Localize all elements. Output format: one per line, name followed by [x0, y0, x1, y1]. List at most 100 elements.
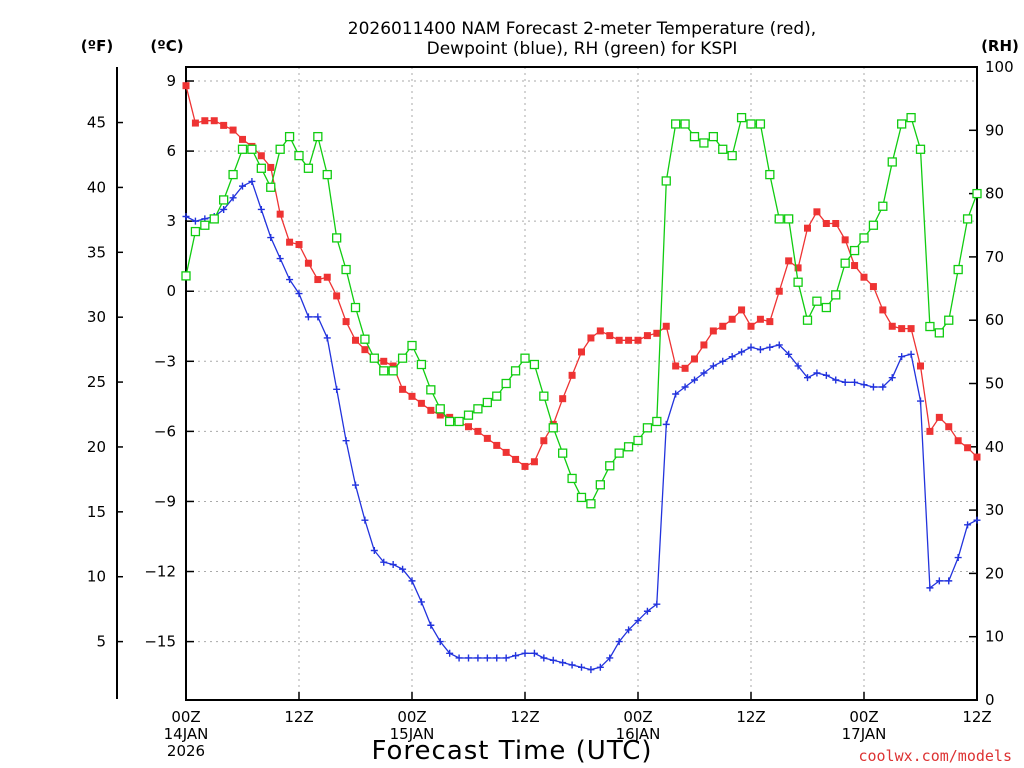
rh-point: [755, 119, 766, 129]
celsius-tick-label: −9: [154, 492, 176, 510]
dewpoint-point: [295, 290, 303, 298]
dewpoint-point: [333, 385, 341, 393]
temperature-point: [408, 392, 416, 400]
rh-point: [209, 214, 219, 224]
temperature-point: [643, 332, 651, 340]
time-tick-label: 17JAN: [842, 725, 887, 743]
temperature-point: [323, 273, 331, 281]
dewpoint-point: [314, 313, 322, 321]
dewpoint-point: [304, 313, 312, 321]
temperature-point: [625, 336, 633, 344]
rh-point: [369, 353, 379, 363]
dewpoint-point: [728, 353, 736, 361]
dewpoint-point: [615, 638, 623, 646]
dewpoint-point: [719, 357, 727, 365]
dewpoint-point: [643, 607, 651, 615]
rh-point: [906, 112, 916, 123]
temperature-point: [700, 341, 708, 349]
dewpoint-point: [446, 649, 454, 657]
temperature-point: [926, 427, 934, 435]
temperature-point: [851, 262, 859, 270]
temperature-point: [587, 334, 595, 342]
dewpoint-point: [427, 621, 435, 629]
rh-point: [849, 245, 860, 256]
rh-point: [350, 302, 361, 313]
dewpoint-point: [455, 654, 463, 662]
dewpoint-point: [794, 362, 802, 370]
dewpoint-point: [220, 205, 228, 213]
rh-point: [435, 404, 445, 414]
rh-point: [934, 328, 944, 338]
temperature-point: [832, 219, 840, 227]
temperature-point: [898, 325, 906, 333]
dewpoint-point: [747, 343, 755, 351]
rh-point: [972, 188, 982, 199]
time-tick-label: 14JAN: [164, 725, 209, 743]
rh-point: [200, 220, 210, 230]
temperature-point: [615, 336, 623, 344]
dewpoint-point: [700, 369, 708, 377]
rh-point: [303, 163, 314, 173]
rh-point: [887, 157, 897, 167]
rh-point: [275, 144, 285, 154]
rh-tick-label: 80: [985, 185, 1004, 203]
dewpoint-point: [380, 558, 388, 566]
temperature-point: [775, 287, 783, 295]
rh-point: [388, 366, 398, 376]
temperature-point: [502, 448, 510, 456]
dewpoint-point: [323, 334, 331, 342]
fahrenheit-tick-label: 40: [87, 178, 106, 196]
fahrenheit-tick-label: 15: [87, 503, 106, 521]
temperature-point: [257, 152, 265, 160]
rh-point: [689, 131, 700, 142]
temperature-point: [380, 357, 388, 365]
rh-point: [510, 366, 521, 376]
temperature-point: [427, 406, 435, 414]
temperature-point: [361, 346, 369, 354]
dewpoint-point: [267, 234, 275, 242]
temperature-point: [220, 121, 228, 129]
dewpoint-point: [559, 659, 567, 667]
rh-tick-label: 0: [985, 691, 995, 709]
rh-tick-label: 10: [985, 628, 1004, 646]
temperature-point: [267, 163, 275, 171]
rh-point: [859, 233, 869, 243]
celsius-tick-label: −3: [154, 352, 176, 370]
rh-point: [237, 144, 248, 154]
temperature-point: [709, 327, 717, 335]
rh-point: [765, 169, 775, 180]
rh-point: [680, 119, 690, 129]
rh-point: [746, 119, 756, 129]
dewpoint-point: [634, 617, 642, 625]
rh-point: [944, 315, 954, 325]
dewpoint-point: [869, 383, 877, 391]
rh-point: [558, 448, 568, 458]
rh-point: [501, 378, 511, 389]
dewpoint-point: [681, 383, 689, 391]
dewpoint-point: [502, 654, 510, 662]
temperature-point: [954, 437, 962, 445]
dewpoint-point: [191, 217, 199, 225]
celsius-unit-label: (ºC): [150, 37, 183, 55]
temperature-point: [747, 322, 755, 330]
dewpoint-point: [286, 276, 294, 284]
dewpoint-point: [907, 350, 915, 358]
rh-point: [576, 492, 587, 503]
temperature-point: [691, 355, 698, 363]
rh-point: [313, 131, 323, 142]
dewpoint-point: [361, 516, 369, 524]
temperature-point: [917, 362, 924, 370]
temperature-point: [578, 348, 585, 356]
dewpoint-point: [785, 350, 793, 358]
rh-point: [397, 353, 408, 363]
rh-point: [256, 163, 266, 173]
dewpoint-point: [841, 378, 849, 386]
rh-point: [840, 258, 850, 268]
temperature-point: [493, 441, 501, 449]
fahrenheit-tick-label: 25: [87, 373, 106, 391]
dewpoint-point: [917, 397, 924, 405]
temperature-point: [191, 119, 199, 127]
dewpoint-point: [804, 374, 811, 382]
temperature-point: [804, 224, 811, 232]
rh-point: [379, 366, 389, 376]
